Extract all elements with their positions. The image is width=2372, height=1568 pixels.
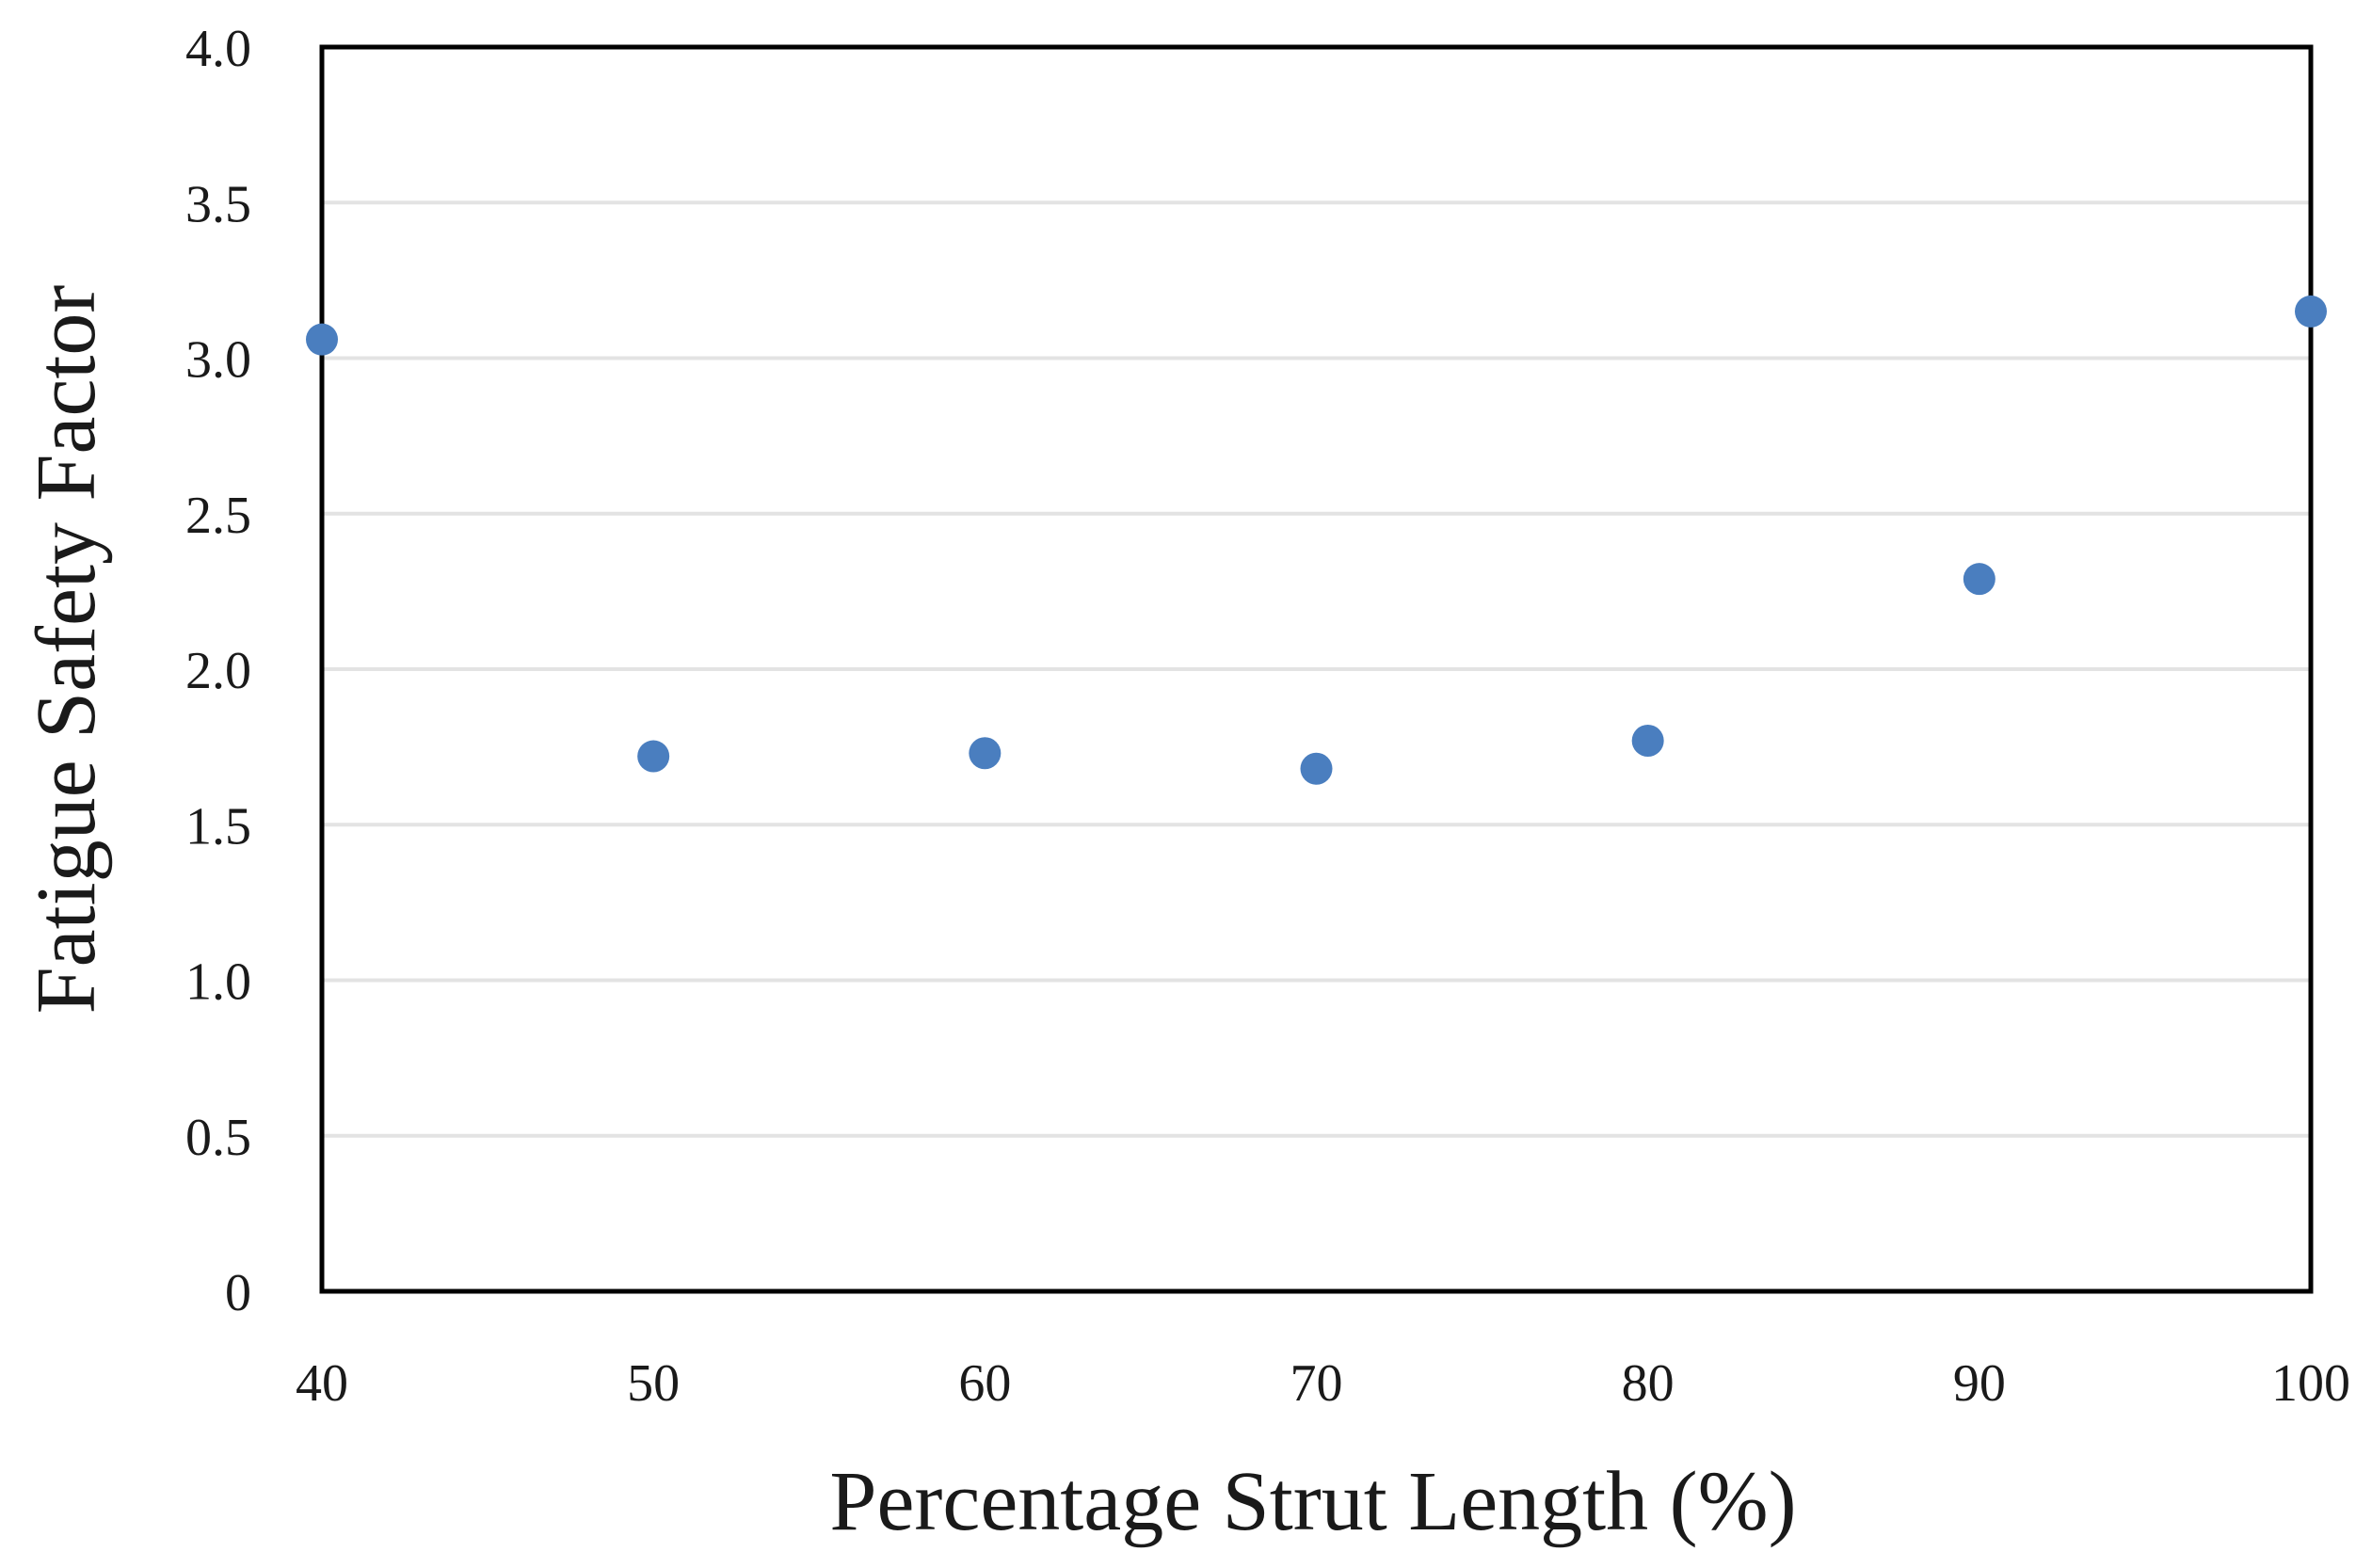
data-point: [2295, 295, 2327, 328]
y-tick-label: 3.5: [185, 175, 251, 233]
y-tick-label: 2.0: [185, 642, 251, 700]
x-axis-ticks: 40 50 60 70 80 90 100: [296, 1354, 2350, 1413]
y-tick-label: 4.0: [185, 20, 251, 78]
x-tick-label: 90: [1953, 1354, 2006, 1413]
x-tick-label: 100: [2271, 1354, 2350, 1413]
y-tick-label: 3.0: [185, 331, 251, 390]
y-tick-label: 0.5: [185, 1109, 251, 1167]
data-point: [306, 323, 338, 356]
data-point: [1963, 563, 1995, 596]
y-tick-label: 2.5: [185, 487, 251, 545]
y-axis-ticks: 0 0.5 1.0 1.5 2.0 2.5 3.0 3.5 4.0: [185, 20, 251, 1322]
data-point: [1631, 725, 1664, 758]
x-tick-label: 50: [627, 1354, 680, 1413]
data-point: [969, 737, 1002, 770]
y-tick-label: 1.0: [185, 953, 251, 1012]
x-tick-label: 60: [958, 1354, 1011, 1413]
x-axis-title: Percentage Strut Length (%): [829, 1455, 1796, 1548]
y-tick-label: 0: [225, 1264, 251, 1322]
gridlines: [322, 200, 2311, 1138]
x-tick-label: 80: [1622, 1354, 1675, 1413]
data-points: [306, 295, 2327, 785]
data-point: [637, 740, 670, 773]
x-tick-label: 40: [296, 1354, 348, 1413]
plot-frame: [319, 44, 2314, 1294]
y-axis-title: Fatigue Safety Factor: [20, 285, 113, 1015]
data-point: [1300, 752, 1333, 785]
x-tick-label: 70: [1290, 1354, 1343, 1413]
y-tick-label: 1.5: [185, 797, 251, 856]
